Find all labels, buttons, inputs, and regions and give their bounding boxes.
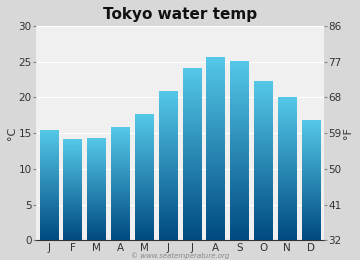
Text: © www.seatemperature.org: © www.seatemperature.org [131, 252, 229, 259]
Y-axis label: °F: °F [343, 127, 353, 139]
Title: Tokyo water temp: Tokyo water temp [103, 7, 257, 22]
Y-axis label: °C: °C [7, 126, 17, 140]
